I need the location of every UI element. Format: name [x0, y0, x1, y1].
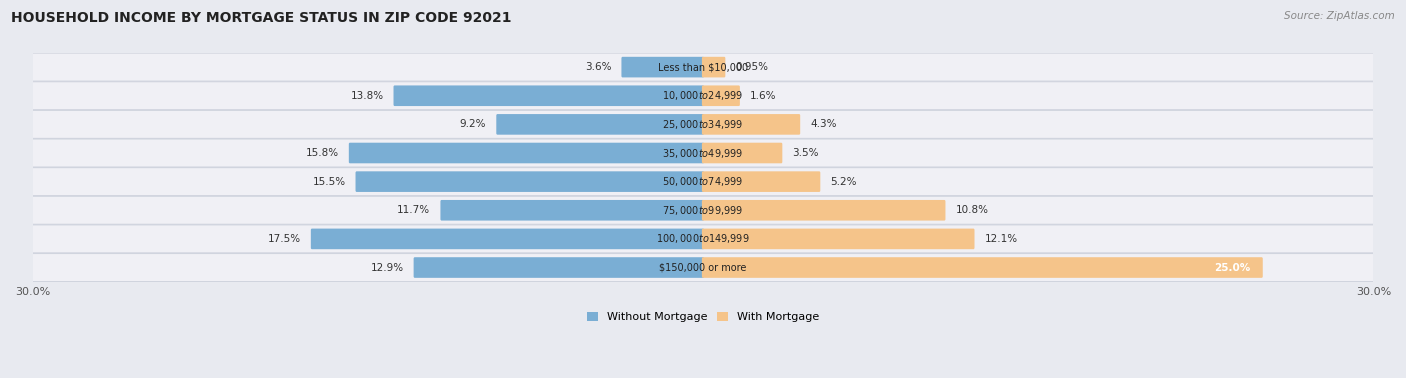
Text: 25.0%: 25.0%: [1215, 263, 1250, 273]
Text: 12.1%: 12.1%: [984, 234, 1018, 244]
Legend: Without Mortgage, With Mortgage: Without Mortgage, With Mortgage: [582, 307, 824, 327]
Text: 4.3%: 4.3%: [810, 119, 837, 129]
FancyBboxPatch shape: [702, 200, 945, 221]
Text: $100,000 to $149,999: $100,000 to $149,999: [657, 232, 749, 245]
Text: 17.5%: 17.5%: [267, 234, 301, 244]
FancyBboxPatch shape: [702, 114, 800, 135]
Text: $10,000 to $24,999: $10,000 to $24,999: [662, 89, 744, 102]
FancyBboxPatch shape: [6, 53, 1400, 81]
FancyBboxPatch shape: [6, 82, 1400, 110]
Text: 3.5%: 3.5%: [793, 148, 818, 158]
Text: HOUSEHOLD INCOME BY MORTGAGE STATUS IN ZIP CODE 92021: HOUSEHOLD INCOME BY MORTGAGE STATUS IN Z…: [11, 11, 512, 25]
Text: $75,000 to $99,999: $75,000 to $99,999: [662, 204, 744, 217]
Text: 12.9%: 12.9%: [370, 263, 404, 273]
FancyBboxPatch shape: [496, 114, 704, 135]
FancyBboxPatch shape: [702, 257, 1263, 278]
FancyBboxPatch shape: [311, 229, 704, 249]
Text: 5.2%: 5.2%: [831, 177, 856, 187]
FancyBboxPatch shape: [440, 200, 704, 221]
FancyBboxPatch shape: [6, 225, 1400, 253]
Text: 15.8%: 15.8%: [305, 148, 339, 158]
FancyBboxPatch shape: [702, 143, 782, 163]
Text: 13.8%: 13.8%: [350, 91, 384, 101]
Text: Source: ZipAtlas.com: Source: ZipAtlas.com: [1284, 11, 1395, 21]
Text: 3.6%: 3.6%: [585, 62, 612, 72]
FancyBboxPatch shape: [356, 171, 704, 192]
Text: 15.5%: 15.5%: [312, 177, 346, 187]
Text: $35,000 to $49,999: $35,000 to $49,999: [662, 147, 744, 160]
Text: $25,000 to $34,999: $25,000 to $34,999: [662, 118, 744, 131]
Text: Less than $10,000: Less than $10,000: [658, 62, 748, 72]
FancyBboxPatch shape: [394, 85, 704, 106]
FancyBboxPatch shape: [413, 257, 704, 278]
FancyBboxPatch shape: [6, 110, 1400, 138]
Text: $150,000 or more: $150,000 or more: [659, 263, 747, 273]
Text: 10.8%: 10.8%: [956, 205, 988, 215]
FancyBboxPatch shape: [6, 139, 1400, 167]
Text: 9.2%: 9.2%: [460, 119, 486, 129]
FancyBboxPatch shape: [702, 57, 725, 77]
Text: 1.6%: 1.6%: [749, 91, 776, 101]
FancyBboxPatch shape: [621, 57, 704, 77]
FancyBboxPatch shape: [6, 254, 1400, 282]
FancyBboxPatch shape: [6, 167, 1400, 196]
FancyBboxPatch shape: [702, 229, 974, 249]
FancyBboxPatch shape: [702, 85, 740, 106]
Text: 0.95%: 0.95%: [735, 62, 769, 72]
Text: $50,000 to $74,999: $50,000 to $74,999: [662, 175, 744, 188]
Text: 11.7%: 11.7%: [398, 205, 430, 215]
FancyBboxPatch shape: [349, 143, 704, 163]
FancyBboxPatch shape: [6, 196, 1400, 224]
FancyBboxPatch shape: [702, 171, 820, 192]
